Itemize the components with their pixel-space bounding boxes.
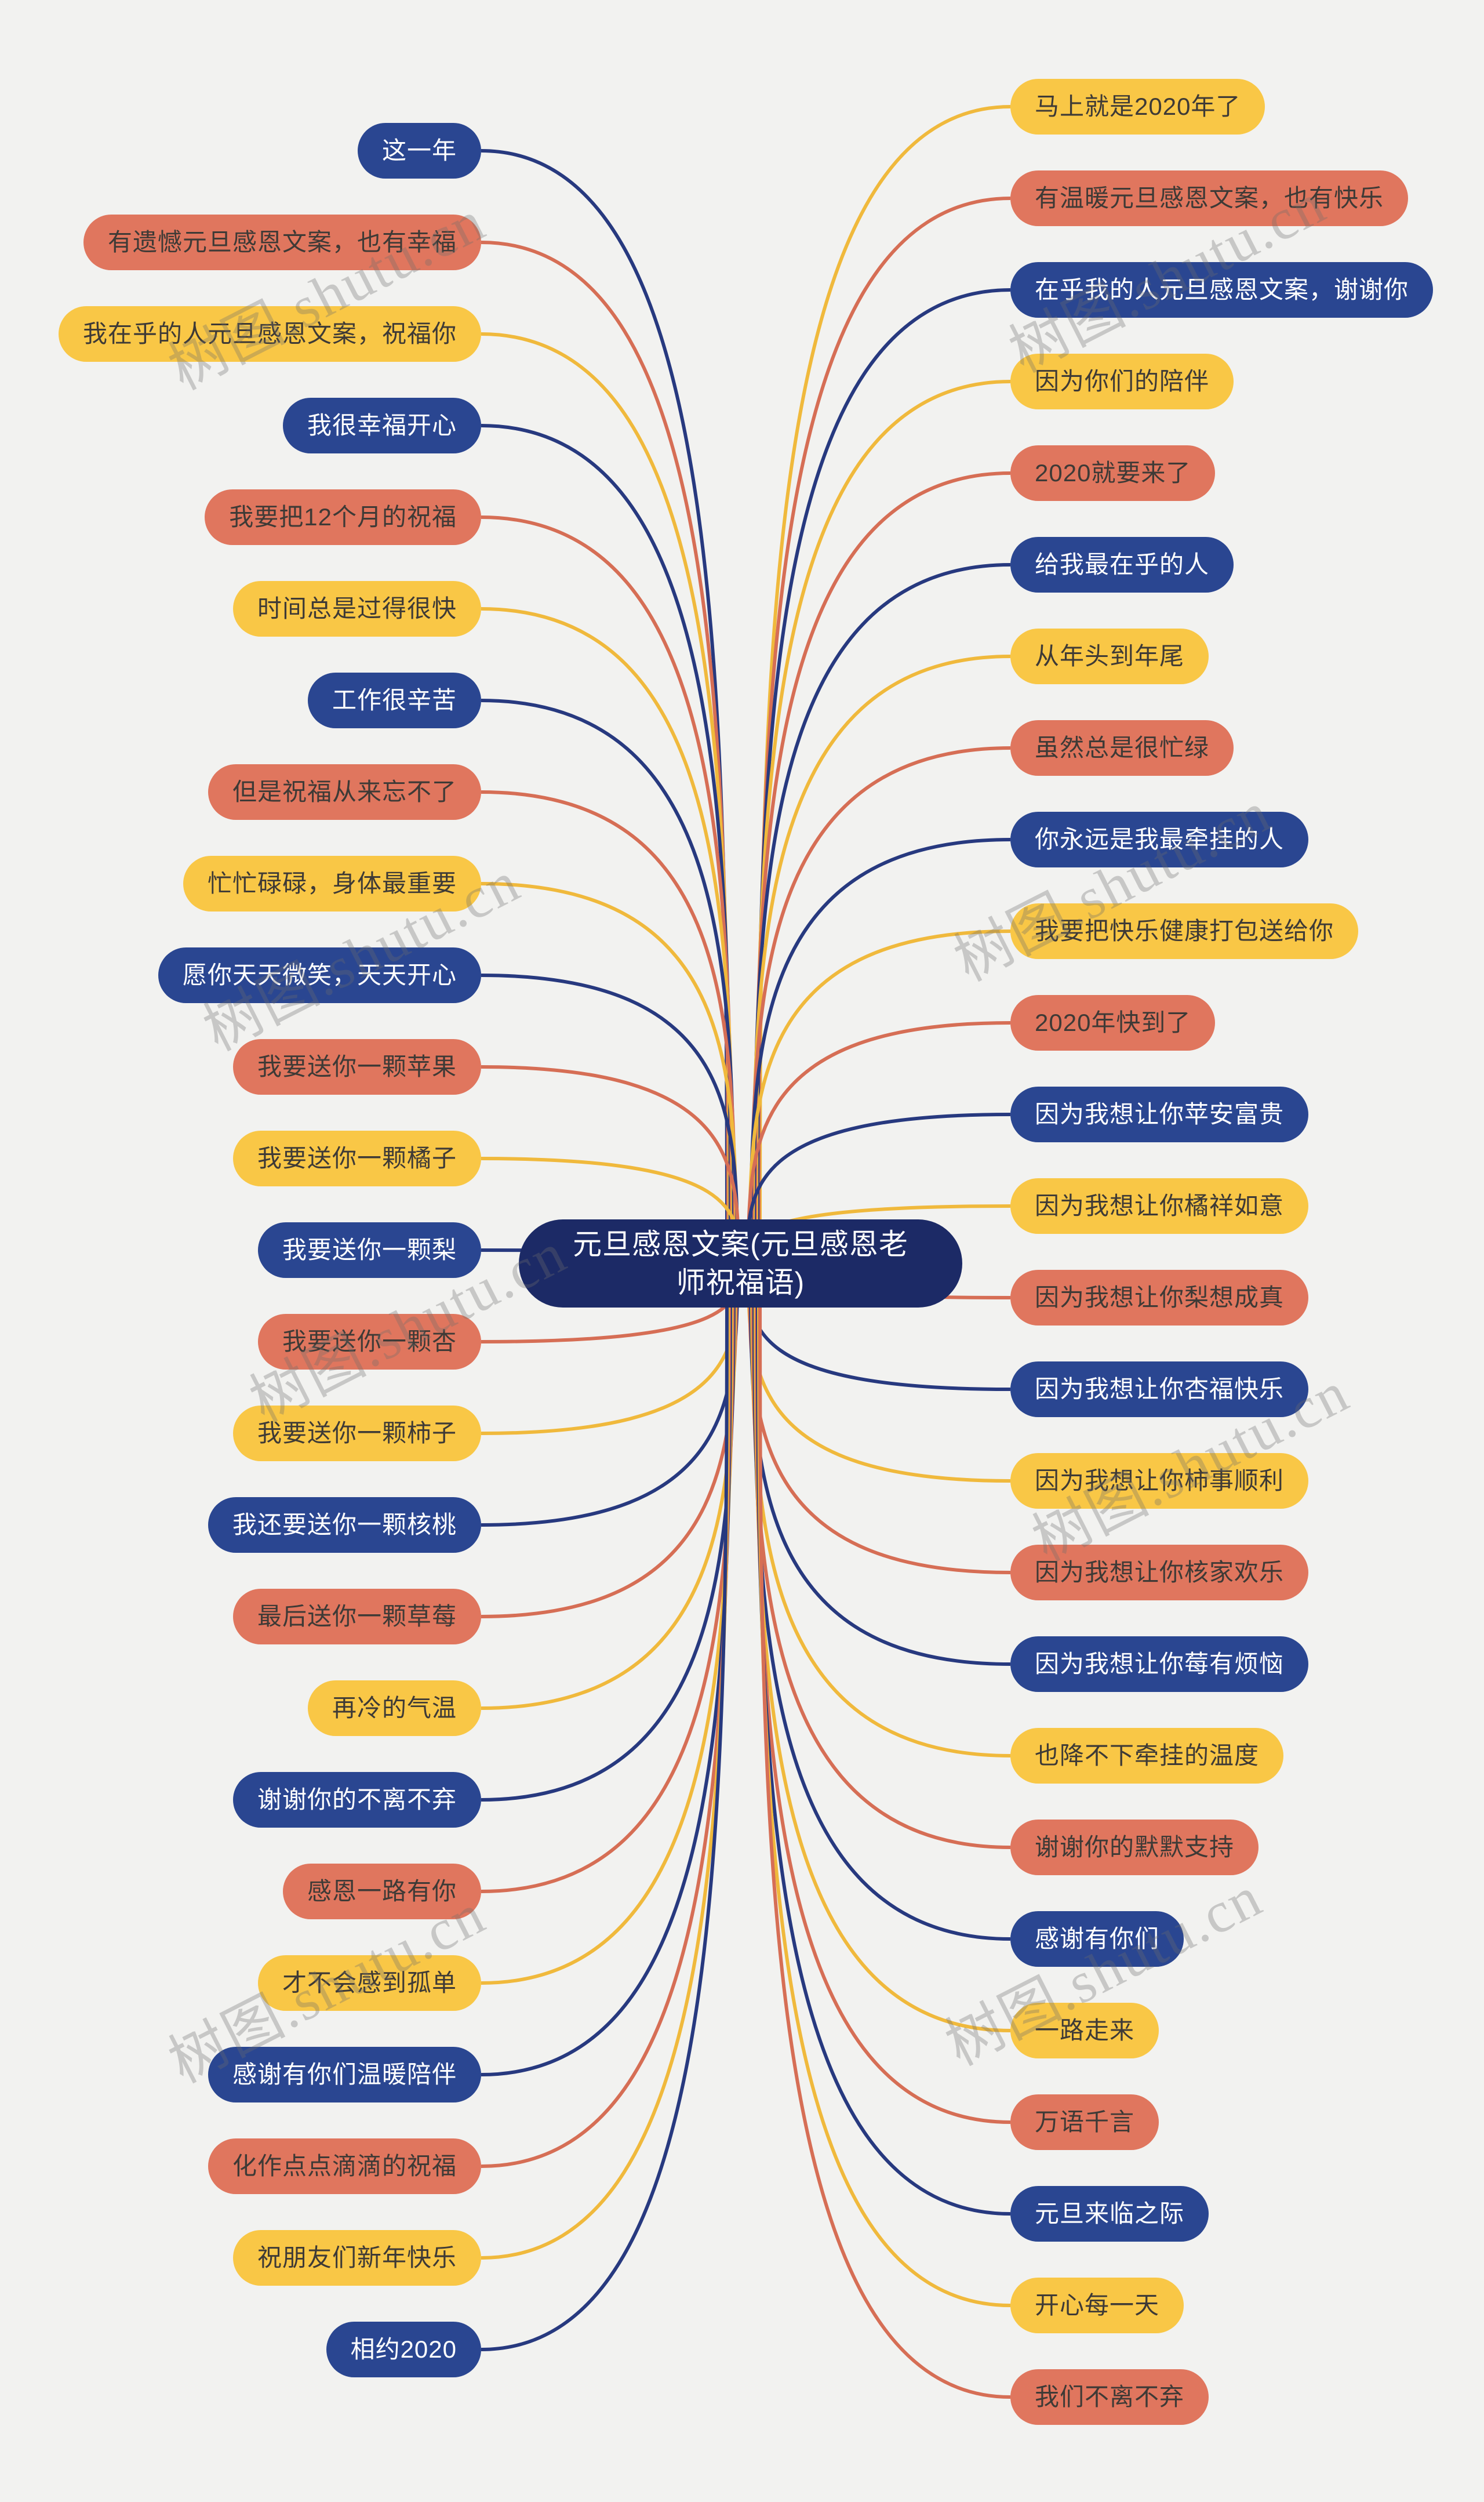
branch-node-right-11[interactable]: 2020年快到了 xyxy=(1010,995,1216,1051)
branch-node-right-8[interactable]: 虽然总是很忙绿 xyxy=(1010,720,1234,776)
central-topic-node[interactable]: 元旦感恩文案(元旦感恩老 师祝福语) xyxy=(519,1219,962,1308)
branch-node-left-9[interactable]: 忙忙碌碌，身体最重要 xyxy=(183,856,481,912)
edge-path xyxy=(757,1263,1011,2307)
branch-node-right-18[interactable]: 因为我想让你莓有烦恼 xyxy=(1010,1636,1309,1692)
edge-path xyxy=(749,1263,1011,1666)
edge-path xyxy=(754,1263,1011,2032)
branch-node-right-2[interactable]: 有温暖元旦感恩文案，也有快乐 xyxy=(1010,170,1409,226)
branch-node-left-8[interactable]: 但是祝福从来忘不了 xyxy=(208,764,481,820)
branch-node-left-14[interactable]: 我要送你一颗杏 xyxy=(257,1314,481,1370)
edge-path xyxy=(481,1263,737,1710)
branch-node-left-23[interactable]: 化作点点滴滴的祝福 xyxy=(208,2138,481,2194)
branch-node-left-7[interactable]: 工作很辛苦 xyxy=(307,673,481,728)
branch-node-right-19[interactable]: 也降不下牵挂的温度 xyxy=(1010,1728,1284,1784)
branch-node-right-20[interactable]: 谢谢你的默默支持 xyxy=(1010,1820,1259,1875)
branch-node-left-13[interactable]: 我要送你一颗梨 xyxy=(257,1222,481,1278)
branch-node-left-12[interactable]: 我要送你一颗橘子 xyxy=(232,1131,481,1186)
branch-node-right-16[interactable]: 因为我想让你柿事顺利 xyxy=(1010,1453,1309,1509)
branch-node-left-6[interactable]: 时间总是过得很快 xyxy=(232,581,481,637)
branch-node-right-7[interactable]: 从年头到年尾 xyxy=(1010,629,1209,684)
branch-node-right-24[interactable]: 元旦来临之际 xyxy=(1010,2186,1209,2242)
branch-node-right-22[interactable]: 一路走来 xyxy=(1010,2003,1159,2058)
edge-path xyxy=(749,838,1011,1265)
edge-path xyxy=(752,563,1011,1265)
branch-node-left-18[interactable]: 再冷的气温 xyxy=(307,1680,481,1736)
branch-node-left-4[interactable]: 我很幸福开心 xyxy=(282,398,481,453)
branch-node-left-11[interactable]: 我要送你一颗苹果 xyxy=(232,1039,481,1095)
branch-node-left-16[interactable]: 我还要送你一颗核桃 xyxy=(208,1497,481,1553)
branch-node-right-3[interactable]: 在乎我的人元旦感恩文案，谢谢你 xyxy=(1010,262,1434,318)
edge-path xyxy=(752,1263,1011,1941)
branch-node-right-12[interactable]: 因为我想让你苹安富贵 xyxy=(1010,1087,1309,1142)
branch-node-left-21[interactable]: 才不会感到孤单 xyxy=(257,1955,481,2011)
branch-node-right-13[interactable]: 因为我想让你橘祥如意 xyxy=(1010,1178,1309,1234)
edge-path xyxy=(481,699,736,1265)
branch-node-right-6[interactable]: 给我最在乎的人 xyxy=(1010,537,1234,593)
branch-node-left-15[interactable]: 我要送你一颗柿子 xyxy=(232,1406,481,1461)
branch-node-right-14[interactable]: 因为我想让你梨想成真 xyxy=(1010,1270,1309,1326)
edge-path xyxy=(481,1263,729,2351)
branch-node-right-5[interactable]: 2020就要来了 xyxy=(1010,445,1216,501)
edge-path xyxy=(481,1263,733,1985)
branch-node-right-25[interactable]: 开心每一天 xyxy=(1010,2278,1184,2333)
branch-node-left-3[interactable]: 我在乎的人元旦感恩文案，祝福你 xyxy=(58,306,481,362)
central-topic-label: 元旦感恩文案(元旦感恩老 师祝福语) xyxy=(573,1228,908,1299)
branch-node-left-1[interactable]: 这一年 xyxy=(357,123,481,179)
branch-node-left-10[interactable]: 愿你天天微笑，天天开心 xyxy=(158,947,481,1003)
edge-path xyxy=(481,515,733,1265)
branch-node-right-21[interactable]: 感谢有你们 xyxy=(1010,1911,1184,1967)
branch-node-left-5[interactable]: 我要把12个月的祝福 xyxy=(205,489,481,545)
edge-path xyxy=(751,655,1011,1265)
edge-path xyxy=(481,241,730,1265)
branch-node-left-22[interactable]: 感谢有你们温暖陪伴 xyxy=(208,2047,481,2102)
branch-node-right-17[interactable]: 因为我想让你核家欢乐 xyxy=(1010,1545,1309,1600)
branch-node-right-15[interactable]: 因为我想让你杏福快乐 xyxy=(1010,1361,1309,1417)
edge-path xyxy=(758,1263,1011,2399)
edge-path xyxy=(481,882,738,1265)
branch-node-right-10[interactable]: 我要把快乐健康打包送给你 xyxy=(1010,903,1359,959)
branch-node-right-26[interactable]: 我们不离不弃 xyxy=(1010,2369,1209,2425)
edge-path xyxy=(757,197,1011,1265)
branch-node-left-17[interactable]: 最后送你一颗草莓 xyxy=(232,1589,481,1644)
branch-node-left-25[interactable]: 相约2020 xyxy=(326,2322,481,2377)
edge-path xyxy=(481,1263,730,2260)
branch-node-left-2[interactable]: 有遗憾元旦感恩文案，也有幸福 xyxy=(83,215,481,270)
branch-node-left-24[interactable]: 祝朋友们新年快乐 xyxy=(232,2230,481,2286)
branch-node-right-9[interactable]: 你永远是我最牵挂的人 xyxy=(1010,812,1309,867)
edge-path xyxy=(758,105,1011,1265)
branch-node-right-23[interactable]: 万语千言 xyxy=(1010,2094,1159,2150)
edge-path xyxy=(754,471,1011,1265)
edge-path xyxy=(748,929,1011,1265)
edge-path xyxy=(748,1263,1011,1574)
branch-node-right-4[interactable]: 因为你们的陪伴 xyxy=(1010,354,1234,409)
branch-node-right-1[interactable]: 马上就是2020年了 xyxy=(1010,79,1265,135)
branch-node-left-19[interactable]: 谢谢你的不离不弃 xyxy=(232,1772,481,1828)
edge-path xyxy=(481,1263,738,1618)
branch-node-left-20[interactable]: 感恩一路有你 xyxy=(282,1864,481,1919)
edge-path xyxy=(481,1263,732,2076)
